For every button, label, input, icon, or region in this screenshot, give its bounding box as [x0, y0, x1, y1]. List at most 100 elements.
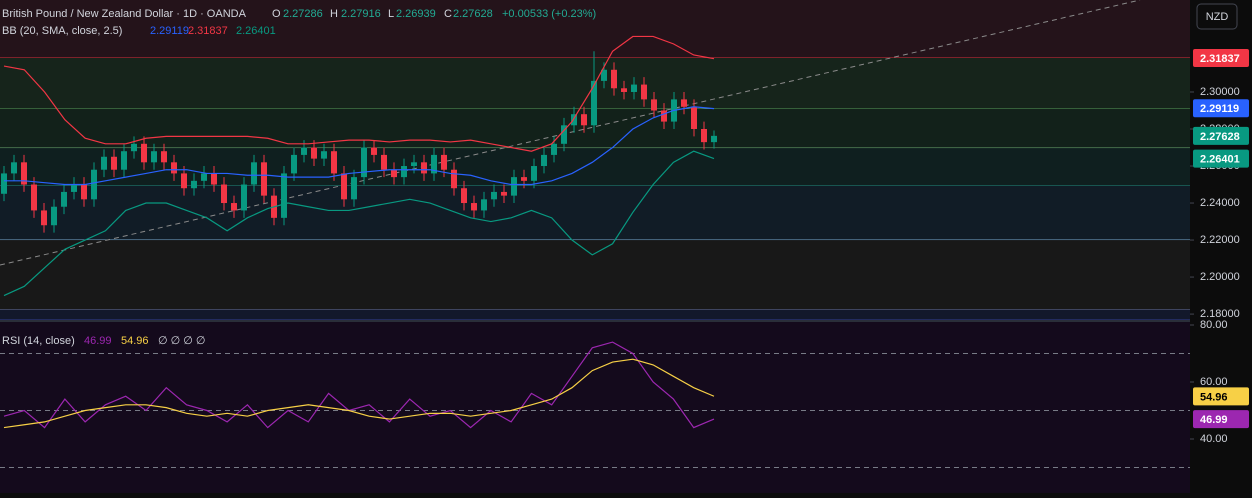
candle-body — [421, 162, 427, 174]
candle-body — [321, 151, 327, 159]
candle-body — [661, 110, 667, 122]
price-tag — [1193, 99, 1249, 118]
candle-body — [81, 184, 87, 200]
y-tick-label: 60.00 — [1200, 376, 1228, 388]
candle-body — [301, 147, 307, 155]
candle-body — [711, 135, 717, 143]
candle-body — [501, 191, 507, 196]
price-tag — [1193, 410, 1249, 429]
candle-body — [611, 69, 617, 89]
candle-body — [331, 151, 337, 174]
indicator-line — [3, 150, 715, 297]
ohlc-value: 2.26939 — [396, 8, 436, 20]
indicator-line — [3, 35, 715, 152]
candle-body — [491, 191, 497, 200]
candle-body — [51, 206, 57, 226]
candle-body — [441, 154, 447, 170]
price-zone — [0, 240, 1190, 311]
candle-body — [431, 154, 437, 174]
candle-body — [281, 173, 287, 218]
y-tick-label: 2.30000 — [1200, 86, 1240, 98]
candle-body — [311, 147, 317, 159]
candle-body — [111, 156, 117, 170]
candle-body — [541, 154, 547, 167]
candle-body — [391, 169, 397, 178]
candle-body — [261, 162, 267, 196]
candle-body — [371, 147, 377, 155]
candle-body — [121, 151, 127, 170]
candle-body — [251, 162, 257, 185]
candle-body — [151, 151, 157, 163]
price-zone — [0, 0, 1190, 58]
ohlc-value: 2.27286 — [283, 8, 323, 20]
candle-body — [291, 154, 297, 174]
candle-body — [701, 128, 707, 143]
candle-body — [401, 166, 407, 178]
candle-body — [621, 88, 627, 92]
price-tag — [1193, 387, 1249, 406]
symbol-title: British Pound / New Zealand Dollar · 1D … — [2, 8, 247, 20]
candle-body — [571, 114, 577, 126]
price-tag-label: 2.29119 — [1200, 103, 1239, 115]
candle-body — [91, 169, 97, 200]
candle-body — [521, 177, 527, 181]
candle-body — [211, 173, 217, 185]
ohlc-value: 2.27916 — [341, 8, 381, 20]
candle-body — [581, 114, 587, 126]
bb-upper: 2.31837 — [188, 25, 228, 37]
candle-body — [561, 125, 567, 144]
candle-body — [411, 162, 417, 167]
price-zone — [0, 186, 1190, 241]
candle-body — [181, 173, 187, 189]
y-tick-label: 2.18000 — [1200, 308, 1240, 320]
price-tag — [1193, 48, 1249, 67]
rsi-extras: ∅ ∅ ∅ ∅ — [158, 335, 206, 347]
candle-body — [161, 151, 167, 163]
candle-body — [461, 188, 467, 204]
candle-body — [511, 177, 517, 196]
candle-body — [341, 173, 347, 200]
candle-body — [101, 156, 107, 170]
candle-body — [601, 69, 607, 81]
candle-body — [231, 203, 237, 211]
candle-body — [631, 84, 637, 92]
candle-body — [201, 173, 207, 181]
candle-body — [531, 166, 537, 181]
candle-body — [471, 203, 477, 211]
candle-body — [351, 177, 357, 200]
y-tick-label: 2.20000 — [1200, 271, 1240, 283]
price-tag-label: 2.26401 — [1200, 153, 1240, 165]
bb-title: BB (20, SMA, close, 2.5) — [2, 25, 122, 37]
candle-body — [481, 199, 487, 211]
rsi-title: RSI (14, close) — [2, 335, 75, 347]
candle-body — [591, 80, 597, 126]
candle-body — [41, 210, 47, 226]
ohlc-label: O — [272, 8, 281, 20]
ohlc-label: L — [388, 8, 394, 20]
candle-body — [191, 180, 197, 189]
y-tick-label: 2.22000 — [1200, 234, 1240, 246]
rsi-ma-value: 54.96 — [121, 335, 149, 347]
currency-button[interactable] — [1196, 3, 1238, 30]
candle-body — [381, 154, 387, 170]
candle-body — [141, 143, 147, 163]
candle-body — [61, 191, 67, 207]
change: +0.00533 (+0.23%) — [502, 8, 596, 20]
currency-label[interactable]: NZD — [1206, 11, 1229, 23]
ohlc-value: 2.27628 — [453, 8, 493, 20]
candle-body — [221, 184, 227, 204]
candle-body — [641, 84, 647, 100]
price-tag-label: 46.99 — [1200, 414, 1228, 426]
candle-body — [241, 184, 247, 211]
rsi-value: 46.99 — [84, 335, 112, 347]
candle-body — [681, 99, 687, 107]
candle-body — [31, 184, 37, 211]
trend-line — [0, 0, 1141, 266]
candle-body — [131, 143, 137, 152]
y-tick-label: 2.24000 — [1200, 197, 1240, 209]
price-tag-label: 2.31837 — [1200, 53, 1240, 65]
candle-body — [71, 184, 77, 192]
y-tick-label: 80.00 — [1200, 319, 1228, 331]
candle-body — [1, 173, 7, 194]
